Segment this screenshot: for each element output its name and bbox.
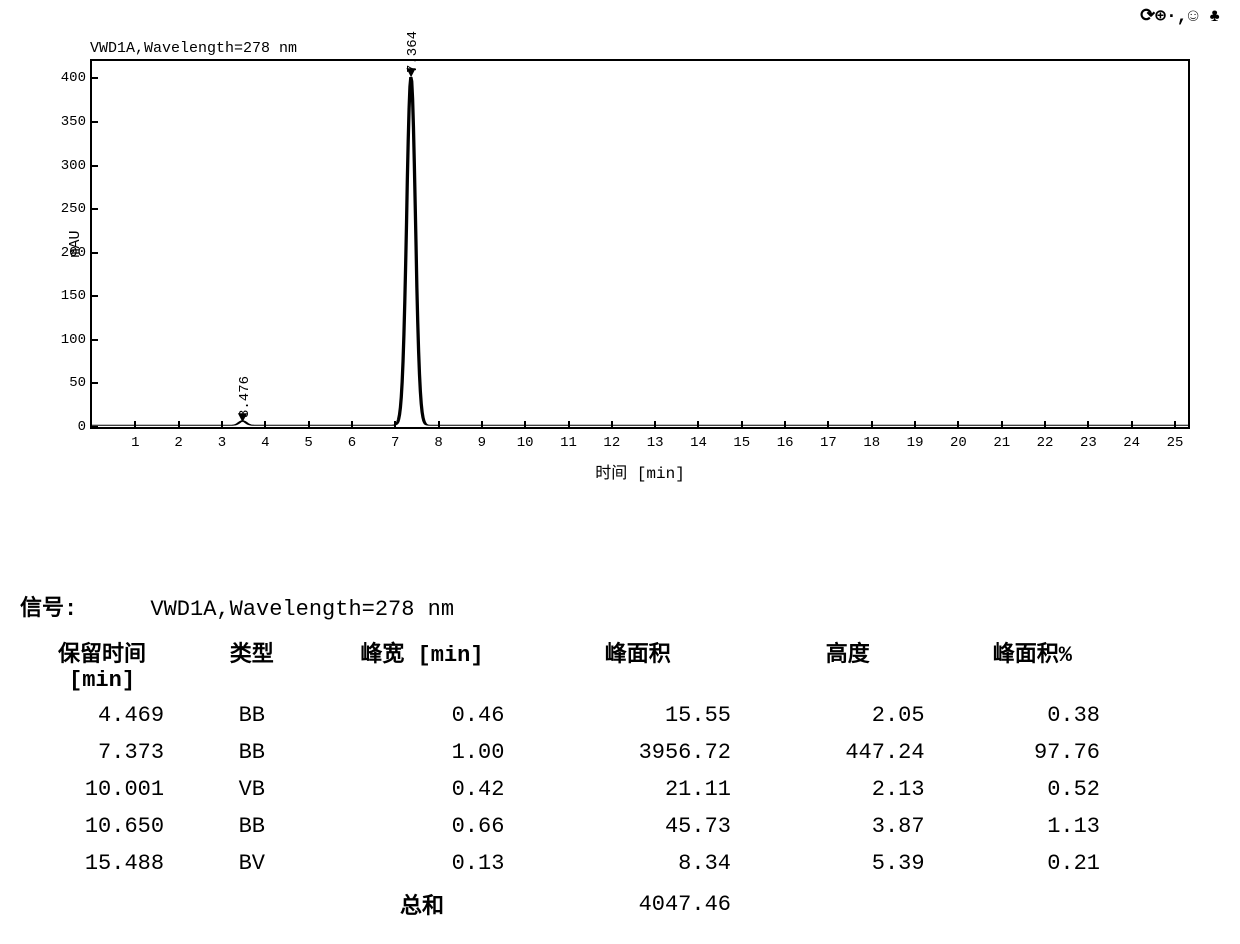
table-cell: BB [184, 808, 319, 845]
y-tick-label: 350 [54, 114, 86, 130]
x-tick-label: 20 [950, 435, 967, 451]
x-tick-label: 7 [391, 435, 399, 451]
signal-value: VWD1A,Wavelength=278 nm [150, 597, 454, 622]
x-tick-label: 6 [348, 435, 356, 451]
x-tick-label: 21 [993, 435, 1010, 451]
table-header: 峰宽 [min] [320, 632, 525, 697]
table-header: 高度 [751, 632, 945, 697]
table-cell: 10.650 [20, 808, 184, 845]
x-tick-label: 24 [1123, 435, 1140, 451]
y-tick-label: 50 [54, 375, 86, 391]
table-cell: 8.34 [524, 845, 751, 882]
table-cell: 4.469 [20, 697, 184, 734]
x-tick-label: 15 [733, 435, 750, 451]
table-cell [20, 882, 184, 926]
table-row: 15.488BV0.138.345.390.21 [20, 845, 1120, 882]
results-section: 信号: VWD1A,Wavelength=278 nm 保留时间[min]类型峰… [20, 590, 1120, 926]
table-cell: BB [184, 697, 319, 734]
table-cell: 3.87 [751, 808, 945, 845]
y-tick-label: 100 [54, 332, 86, 348]
peak-table: 保留时间[min]类型峰宽 [min]峰面积高度峰面积% 4.469BB0.46… [20, 632, 1120, 926]
y-tick-label: 250 [54, 201, 86, 217]
x-tick-label: 5 [304, 435, 312, 451]
x-tick-label: 16 [777, 435, 794, 451]
table-cell: BV [184, 845, 319, 882]
x-tick-label: 1 [131, 435, 139, 451]
table-cell: 1.00 [320, 734, 525, 771]
table-cell [751, 882, 945, 926]
table-cell: 0.13 [320, 845, 525, 882]
x-tick-label: 23 [1080, 435, 1097, 451]
table-cell: 45.73 [524, 808, 751, 845]
table-cell: 0.66 [320, 808, 525, 845]
chart-title: VWD1A,Wavelength=278 nm [90, 40, 1190, 57]
table-cell [184, 882, 319, 926]
x-tick-label: 25 [1167, 435, 1184, 451]
table-cell: 97.76 [945, 734, 1120, 771]
table-sum-row: 总和4047.46 [20, 882, 1120, 926]
table-cell: 7.373 [20, 734, 184, 771]
y-tick-label: 200 [54, 245, 86, 261]
signal-label: 信号: [20, 597, 77, 622]
x-tick-label: 19 [907, 435, 924, 451]
x-tick-label: 22 [1037, 435, 1054, 451]
x-tick-label: 12 [603, 435, 620, 451]
table-cell: 4047.46 [524, 882, 751, 926]
table-cell: VB [184, 771, 319, 808]
y-tick-label: 0 [54, 419, 86, 435]
y-tick-label: 150 [54, 288, 86, 304]
x-tick-label: 14 [690, 435, 707, 451]
table-cell: 0.21 [945, 845, 1120, 882]
table-header: 峰面积 [524, 632, 751, 697]
table-cell: 10.001 [20, 771, 184, 808]
table-header: 保留时间[min] [20, 632, 184, 697]
x-tick-label: 13 [647, 435, 664, 451]
chromatogram-figure: VWD1A,Wavelength=278 nm mAU 050100150200… [60, 40, 1190, 483]
chromatogram-trace [92, 61, 1188, 427]
table-cell: 2.05 [751, 697, 945, 734]
plot-area: mAU 050100150200250300350400123456789101… [90, 59, 1190, 429]
x-tick-label: 2 [174, 435, 182, 451]
table-cell: 447.24 [751, 734, 945, 771]
peak-arrow-icon: ▼ [238, 409, 248, 427]
table-header: 峰面积% [945, 632, 1120, 697]
table-cell: 15.55 [524, 697, 751, 734]
table-row: 7.373BB1.003956.72447.2497.76 [20, 734, 1120, 771]
y-tick-label: 400 [54, 70, 86, 86]
x-tick-label: 8 [434, 435, 442, 451]
table-cell [945, 882, 1120, 926]
table-cell: 0.46 [320, 697, 525, 734]
x-tick-label: 10 [517, 435, 534, 451]
table-cell: 2.13 [751, 771, 945, 808]
x-tick-label: 9 [478, 435, 486, 451]
table-cell: 21.11 [524, 771, 751, 808]
table-cell: 1.13 [945, 808, 1120, 845]
table-cell: BB [184, 734, 319, 771]
table-cell: 3956.72 [524, 734, 751, 771]
table-header: 类型 [184, 632, 319, 697]
table-cell: 0.42 [320, 771, 525, 808]
x-tick-label: 18 [863, 435, 880, 451]
table-row: 4.469BB0.4615.552.050.38 [20, 697, 1120, 734]
x-axis-label: 时间 [min] [90, 459, 1190, 483]
x-tick-label: 3 [218, 435, 226, 451]
table-cell: 0.52 [945, 771, 1120, 808]
header-icons: ⟳⊕·,☺ ♣ [1140, 5, 1220, 27]
table-row: 10.650BB0.6645.733.871.13 [20, 808, 1120, 845]
x-tick-label: 4 [261, 435, 269, 451]
table-cell: 5.39 [751, 845, 945, 882]
table-row: 10.001VB0.4221.112.130.52 [20, 771, 1120, 808]
x-tick-label: 11 [560, 435, 577, 451]
table-cell: 0.38 [945, 697, 1120, 734]
table-cell: 15.488 [20, 845, 184, 882]
x-tick-label: 17 [820, 435, 837, 451]
peak-arrow-icon: ▼ [406, 64, 416, 82]
y-tick-label: 300 [54, 158, 86, 174]
table-cell: 总和 [320, 882, 525, 926]
signal-line: 信号: VWD1A,Wavelength=278 nm [20, 590, 1120, 622]
